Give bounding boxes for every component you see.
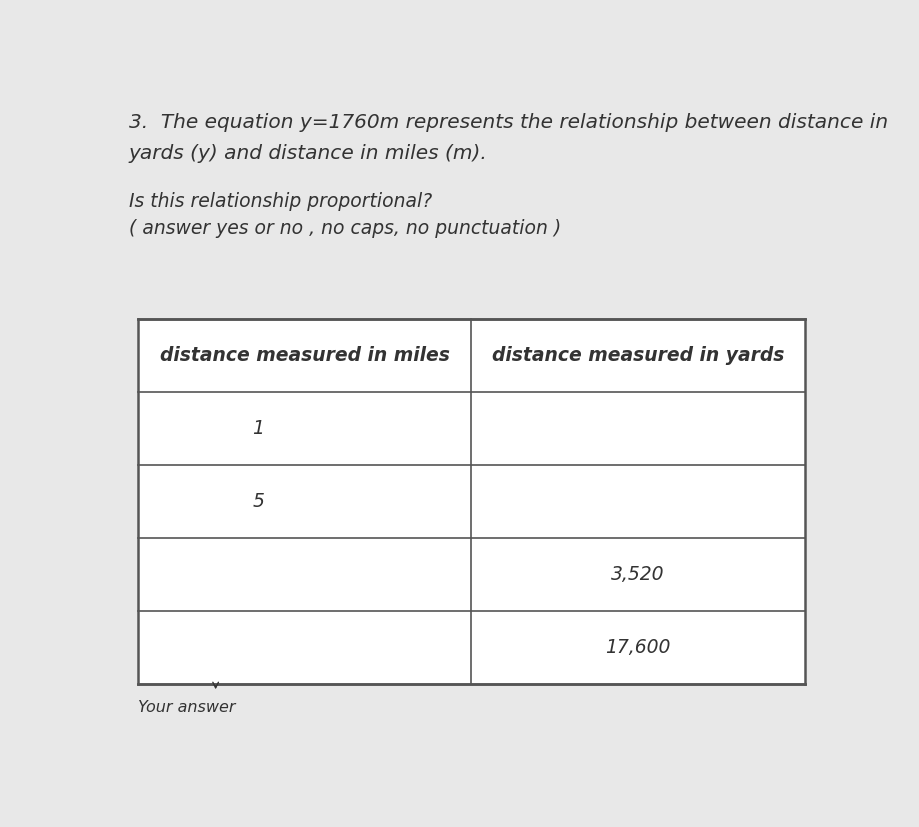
Text: 3,520: 3,520 [611, 565, 664, 584]
Text: distance measured in yards: distance measured in yards [492, 346, 784, 365]
Text: Your answer: Your answer [138, 700, 235, 715]
Text: 17,600: 17,600 [606, 638, 671, 657]
Text: 1: 1 [252, 419, 264, 438]
Text: Is this relationship proportional?: Is this relationship proportional? [129, 192, 432, 211]
Text: distance measured in miles: distance measured in miles [160, 346, 449, 365]
Text: ( answer yes or no , no caps, no punctuation ): ( answer yes or no , no caps, no punctua… [129, 218, 562, 237]
Text: 5: 5 [252, 492, 264, 511]
Text: yards (y) and distance in miles (m).: yards (y) and distance in miles (m). [129, 144, 488, 163]
Text: 3.  The equation y=1760m represents the relationship between distance in: 3. The equation y=1760m represents the r… [129, 113, 888, 132]
